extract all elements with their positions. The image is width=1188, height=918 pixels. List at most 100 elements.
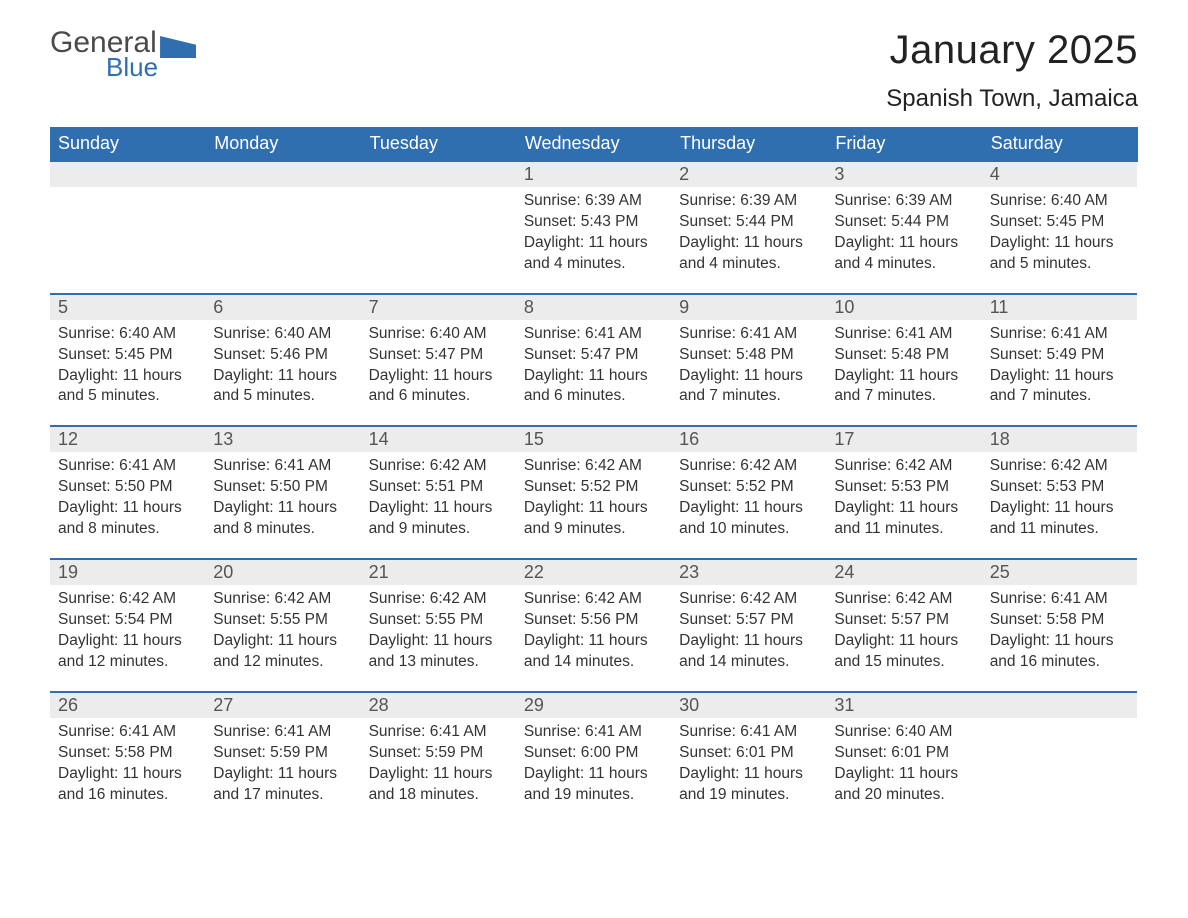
day-number: 17 (826, 426, 981, 452)
sunrise-text: Sunrise: 6:41 AM (990, 324, 1129, 345)
daylight-text: Daylight: 11 hours and 12 minutes. (213, 631, 352, 673)
sunrise-text: Sunrise: 6:41 AM (990, 589, 1129, 610)
sunrise-text: Sunrise: 6:42 AM (524, 589, 663, 610)
header: General Blue January 2025 Spanish Town, … (50, 28, 1138, 113)
day-header: Monday (205, 127, 360, 161)
daylight-text: Daylight: 11 hours and 20 minutes. (834, 764, 973, 806)
day-number-row: 262728293031 (50, 692, 1137, 718)
sunset-text: Sunset: 5:57 PM (834, 610, 973, 631)
sunset-text: Sunset: 5:45 PM (58, 345, 197, 366)
sunset-text: Sunset: 5:45 PM (990, 212, 1129, 233)
daylight-text: Daylight: 11 hours and 9 minutes. (369, 498, 508, 540)
daylight-text: Daylight: 11 hours and 7 minutes. (834, 366, 973, 408)
daylight-text: Daylight: 11 hours and 4 minutes. (679, 233, 818, 275)
day-number: 13 (205, 426, 360, 452)
sunset-text: Sunset: 5:50 PM (213, 477, 352, 498)
sunrise-text: Sunrise: 6:42 AM (369, 589, 508, 610)
day-content-row: Sunrise: 6:39 AMSunset: 5:43 PMDaylight:… (50, 187, 1137, 294)
day-number: 23 (671, 559, 826, 585)
sunset-text: Sunset: 5:44 PM (679, 212, 818, 233)
sunrise-text: Sunrise: 6:41 AM (679, 722, 818, 743)
sunset-text: Sunset: 5:53 PM (990, 477, 1129, 498)
day-number: 16 (671, 426, 826, 452)
logo: General Blue (50, 28, 196, 80)
sunrise-text: Sunrise: 6:41 AM (524, 722, 663, 743)
sunset-text: Sunset: 6:00 PM (524, 743, 663, 764)
day-cell (50, 187, 205, 294)
sunset-text: Sunset: 6:01 PM (834, 743, 973, 764)
sunrise-text: Sunrise: 6:42 AM (58, 589, 197, 610)
day-number: 1 (516, 161, 671, 187)
sunset-text: Sunset: 5:54 PM (58, 610, 197, 631)
sunrise-text: Sunrise: 6:40 AM (213, 324, 352, 345)
title-block: January 2025 Spanish Town, Jamaica (886, 28, 1138, 113)
day-cell: Sunrise: 6:41 AMSunset: 5:49 PMDaylight:… (982, 320, 1137, 427)
daylight-text: Daylight: 11 hours and 19 minutes. (524, 764, 663, 806)
day-cell: Sunrise: 6:41 AMSunset: 6:01 PMDaylight:… (671, 718, 826, 824)
day-number: 25 (982, 559, 1137, 585)
daylight-text: Daylight: 11 hours and 11 minutes. (990, 498, 1129, 540)
day-header: Saturday (982, 127, 1137, 161)
sunset-text: Sunset: 5:46 PM (213, 345, 352, 366)
daylight-text: Daylight: 11 hours and 11 minutes. (834, 498, 973, 540)
day-cell: Sunrise: 6:41 AMSunset: 5:50 PMDaylight:… (205, 452, 360, 559)
day-number: 24 (826, 559, 981, 585)
day-header: Wednesday (516, 127, 671, 161)
day-number: 31 (826, 692, 981, 718)
sunset-text: Sunset: 5:52 PM (524, 477, 663, 498)
sunrise-text: Sunrise: 6:41 AM (58, 456, 197, 477)
day-number: 18 (982, 426, 1137, 452)
day-cell: Sunrise: 6:42 AMSunset: 5:57 PMDaylight:… (826, 585, 981, 692)
daylight-text: Daylight: 11 hours and 16 minutes. (990, 631, 1129, 673)
daylight-text: Daylight: 11 hours and 5 minutes. (58, 366, 197, 408)
title-month: January 2025 (886, 28, 1138, 73)
sunset-text: Sunset: 5:44 PM (834, 212, 973, 233)
sunset-text: Sunset: 5:59 PM (369, 743, 508, 764)
day-cell: Sunrise: 6:42 AMSunset: 5:55 PMDaylight:… (205, 585, 360, 692)
daylight-text: Daylight: 11 hours and 10 minutes. (679, 498, 818, 540)
day-cell: Sunrise: 6:41 AMSunset: 5:59 PMDaylight:… (361, 718, 516, 824)
daylight-text: Daylight: 11 hours and 14 minutes. (679, 631, 818, 673)
sunset-text: Sunset: 5:48 PM (834, 345, 973, 366)
day-cell: Sunrise: 6:41 AMSunset: 6:00 PMDaylight:… (516, 718, 671, 824)
sunset-text: Sunset: 5:48 PM (679, 345, 818, 366)
day-cell: Sunrise: 6:40 AMSunset: 5:46 PMDaylight:… (205, 320, 360, 427)
daylight-text: Daylight: 11 hours and 15 minutes. (834, 631, 973, 673)
sunset-text: Sunset: 5:59 PM (213, 743, 352, 764)
day-number: 19 (50, 559, 205, 585)
day-cell: Sunrise: 6:42 AMSunset: 5:52 PMDaylight:… (516, 452, 671, 559)
day-number: 7 (361, 294, 516, 320)
day-number: 22 (516, 559, 671, 585)
day-content-row: Sunrise: 6:40 AMSunset: 5:45 PMDaylight:… (50, 320, 1137, 427)
day-content-row: Sunrise: 6:42 AMSunset: 5:54 PMDaylight:… (50, 585, 1137, 692)
daylight-text: Daylight: 11 hours and 4 minutes. (524, 233, 663, 275)
day-number (50, 161, 205, 187)
sunset-text: Sunset: 5:47 PM (524, 345, 663, 366)
day-header: Friday (826, 127, 981, 161)
day-number: 5 (50, 294, 205, 320)
sunset-text: Sunset: 5:50 PM (58, 477, 197, 498)
day-number: 28 (361, 692, 516, 718)
sunset-text: Sunset: 5:47 PM (369, 345, 508, 366)
sunrise-text: Sunrise: 6:40 AM (369, 324, 508, 345)
day-cell: Sunrise: 6:39 AMSunset: 5:43 PMDaylight:… (516, 187, 671, 294)
day-number: 20 (205, 559, 360, 585)
sunset-text: Sunset: 5:49 PM (990, 345, 1129, 366)
day-header: Tuesday (361, 127, 516, 161)
day-cell (205, 187, 360, 294)
day-number: 8 (516, 294, 671, 320)
day-number: 11 (982, 294, 1137, 320)
logo-line2: Blue (106, 54, 158, 80)
daylight-text: Daylight: 11 hours and 4 minutes. (834, 233, 973, 275)
sunrise-text: Sunrise: 6:41 AM (369, 722, 508, 743)
day-number: 21 (361, 559, 516, 585)
day-cell: Sunrise: 6:42 AMSunset: 5:53 PMDaylight:… (982, 452, 1137, 559)
sunrise-text: Sunrise: 6:41 AM (213, 722, 352, 743)
day-cell (361, 187, 516, 294)
calendar-table: Sunday Monday Tuesday Wednesday Thursday… (50, 127, 1138, 823)
sunrise-text: Sunrise: 6:42 AM (990, 456, 1129, 477)
daylight-text: Daylight: 11 hours and 5 minutes. (990, 233, 1129, 275)
day-number-row: 12131415161718 (50, 426, 1137, 452)
sunrise-text: Sunrise: 6:40 AM (58, 324, 197, 345)
sunset-text: Sunset: 5:57 PM (679, 610, 818, 631)
